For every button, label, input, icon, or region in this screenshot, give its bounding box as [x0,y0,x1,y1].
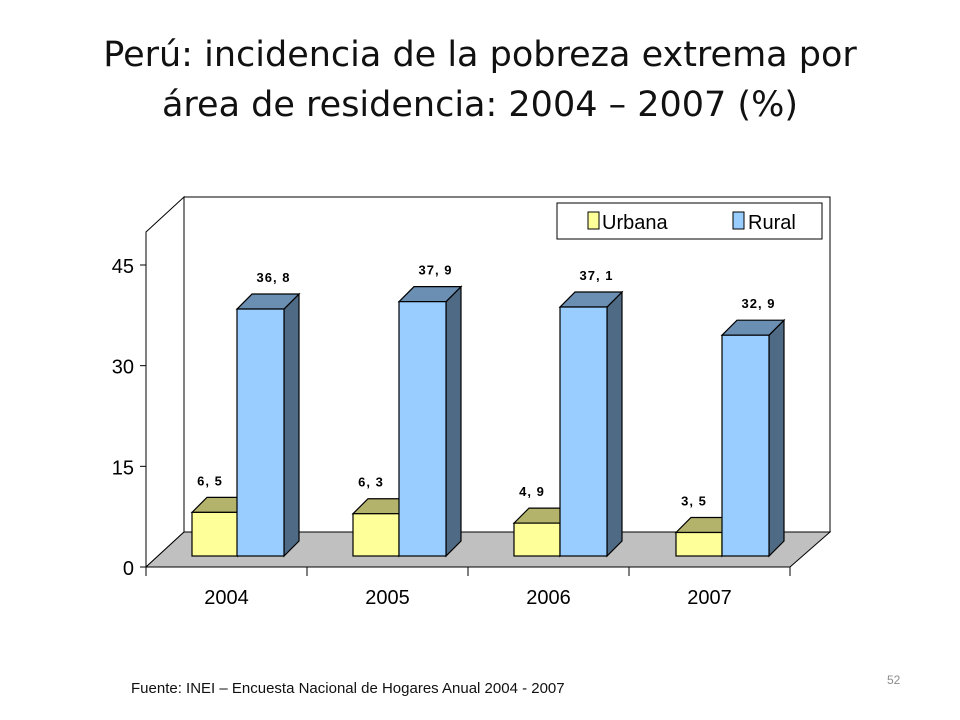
y-tick-label: 45 [112,256,134,278]
data-label-rural: 37, 1 [580,268,614,283]
bar-rural-side [768,318,785,558]
data-label-urbana: 4, 9 [519,484,545,499]
data-label-rural: 32, 9 [742,296,776,311]
bar-rural-front [559,306,608,557]
bar-rural-front [721,334,770,557]
bar-rural [720,318,786,558]
legend-swatch-urbana [587,211,600,230]
data-label-rural: 37, 9 [419,263,453,278]
bar-urbana-front [513,522,561,557]
y-tick-label: 0 [123,558,134,580]
x-tick-label: 2004 [204,587,249,609]
bar-rural-side [445,285,462,558]
source-note: Fuente: INEI – Encuesta Nacional de Hoga… [131,680,565,697]
x-tick-label: 2006 [526,587,571,609]
bar-rural [235,292,301,558]
x-tick-label: 2007 [687,587,732,609]
bar-rural-front [398,301,447,557]
data-label-urbana: 6, 5 [197,473,223,488]
bar-rural-front [236,308,285,557]
data-label-rural: 36, 8 [257,270,291,285]
bar-urbana-front [352,513,400,557]
data-label-urbana: 6, 3 [358,475,384,490]
chart-side-wall [145,195,185,569]
bar-rural [558,290,624,558]
x-tick-label: 2005 [365,587,410,609]
y-tick-label: 30 [112,357,134,379]
legend: Urbana Rural [556,202,823,240]
title-line-1: Perú: incidencia de la pobreza extrema p… [103,35,857,75]
legend-swatch-rural [732,211,745,230]
bar-rural [397,285,463,558]
legend-label-urbana: Urbana [602,212,668,234]
page-number: 52 [887,673,901,687]
title-line-2: área de residencia: 2004 – 2007 (%) [161,85,798,125]
bar-urbana-front [191,511,239,557]
legend-box [556,202,823,240]
legend-label-rural: Rural [748,212,796,234]
bar-rural-side [606,290,623,558]
data-label-urbana: 3, 5 [681,494,707,509]
bar-rural-side [283,292,300,558]
y-tick-label: 15 [112,457,134,479]
bar-urbana-front [675,531,723,557]
chart-title: Perú: incidencia de la pobreza extrema p… [0,30,960,130]
